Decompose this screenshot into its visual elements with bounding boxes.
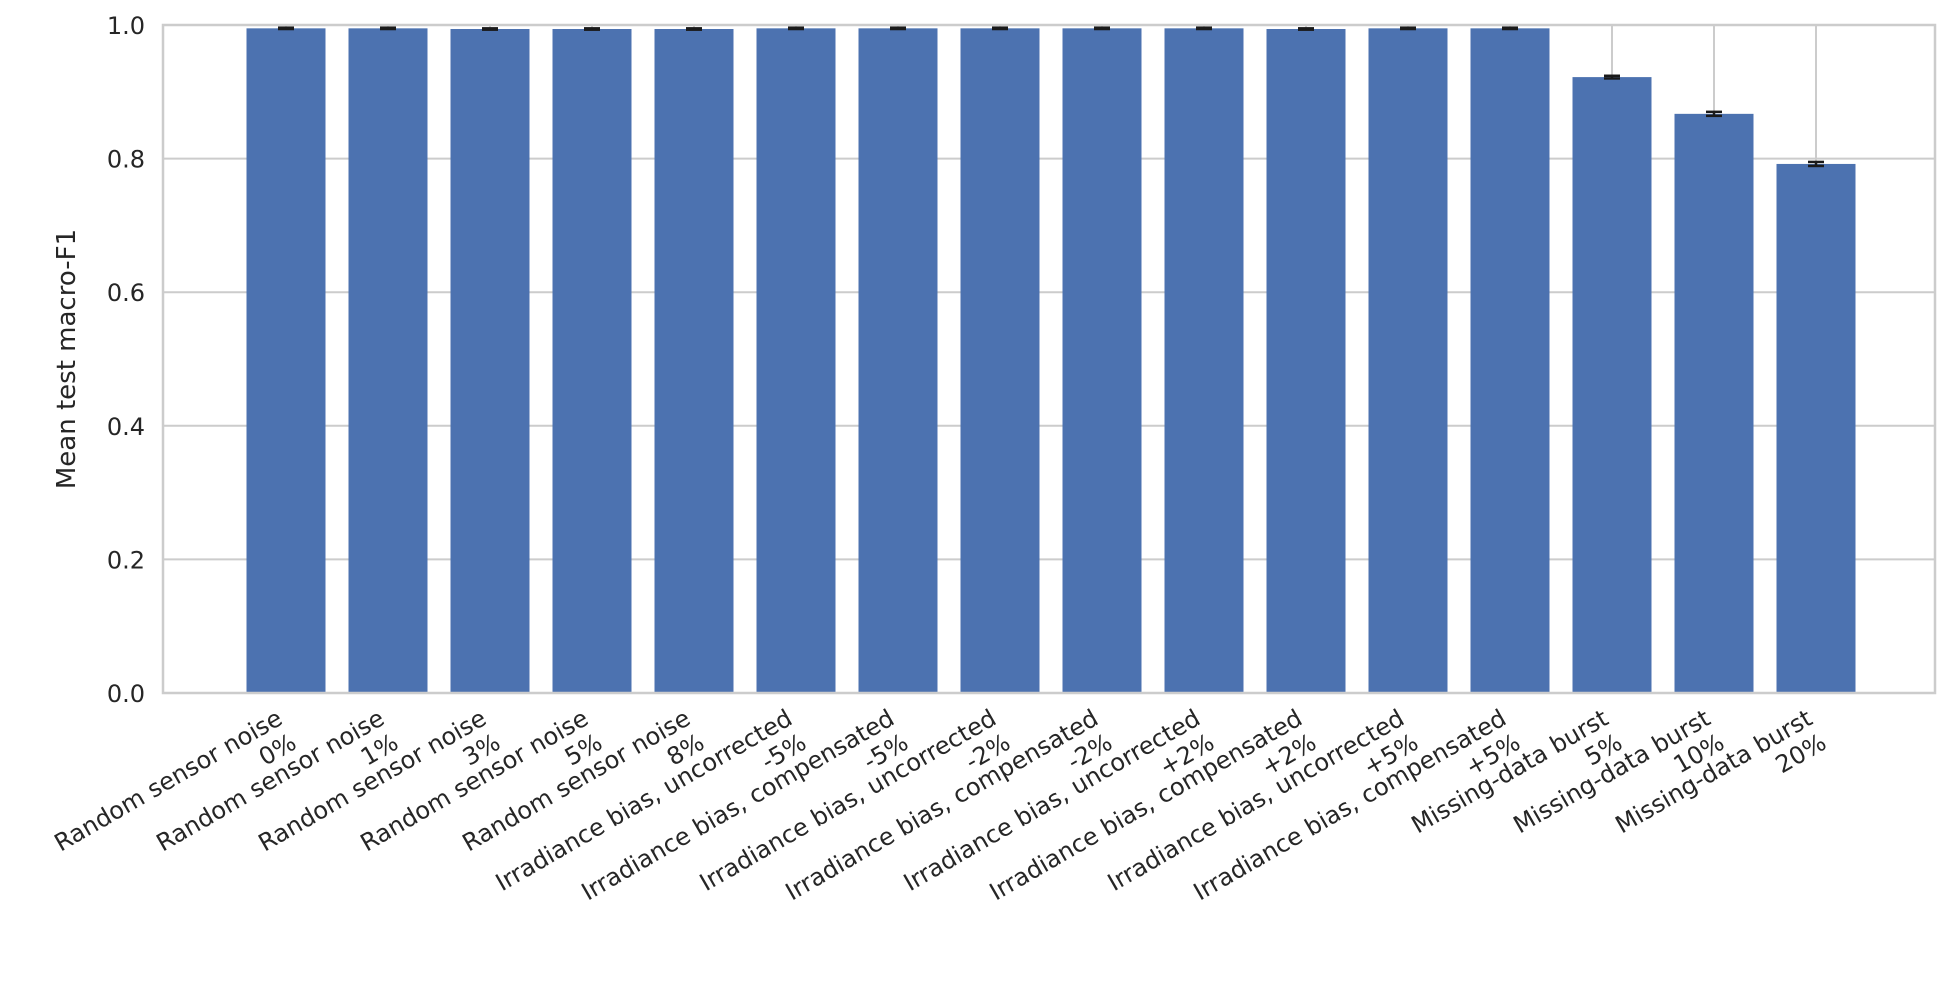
y-tick-label: 0.0 [107, 680, 145, 708]
y-tick-label: 0.4 [107, 413, 145, 441]
y-tick-label: 0.6 [107, 279, 145, 307]
bar [1674, 113, 1754, 694]
y-tick-label: 0.2 [107, 546, 145, 574]
error-bar [686, 27, 702, 31]
error-bars [278, 26, 1824, 168]
bar [756, 28, 836, 693]
error-bar [278, 26, 294, 31]
bar [552, 29, 632, 694]
x-tick-labels: Random sensor noise0%Random sensor noise… [50, 704, 1831, 906]
y-tick-label: 1.0 [107, 12, 145, 40]
x-tick-label: Missing-data burst20% [1611, 704, 1831, 864]
y-gridlines [163, 24, 1935, 694]
bar [1062, 28, 1142, 693]
bar [1164, 28, 1244, 693]
error-bar [1400, 26, 1416, 31]
bar [654, 29, 734, 694]
svg-text:Missing-data burst20%: Missing-data burst20% [1611, 704, 1831, 864]
bar [858, 28, 938, 693]
bar [1266, 29, 1346, 694]
error-bar [890, 26, 906, 31]
error-bar [1604, 74, 1620, 80]
y-tick-labels: 0.0 0.2 0.4 0.6 0.8 1.0 [107, 12, 145, 708]
error-bar [1196, 26, 1212, 31]
error-bar [992, 26, 1008, 31]
error-bar [1094, 26, 1110, 31]
bar [246, 28, 326, 693]
bar [1572, 77, 1652, 693]
error-bar [788, 26, 804, 31]
bar [960, 28, 1040, 693]
y-axis-label: Mean test macro-F1 [52, 229, 82, 489]
bars [246, 28, 1856, 694]
error-bar [1502, 26, 1518, 31]
error-bar [380, 26, 396, 31]
error-bar [1298, 27, 1314, 31]
error-bar [1808, 160, 1824, 168]
bar [450, 29, 530, 694]
bar [1776, 163, 1856, 694]
error-bar [1706, 110, 1722, 118]
bar [1368, 28, 1448, 693]
bar [348, 28, 428, 693]
error-bar [482, 27, 498, 31]
y-tick-label: 0.8 [107, 146, 145, 174]
bar [1470, 28, 1550, 693]
error-bar [584, 27, 600, 31]
plot-frame [161, 23, 1937, 695]
